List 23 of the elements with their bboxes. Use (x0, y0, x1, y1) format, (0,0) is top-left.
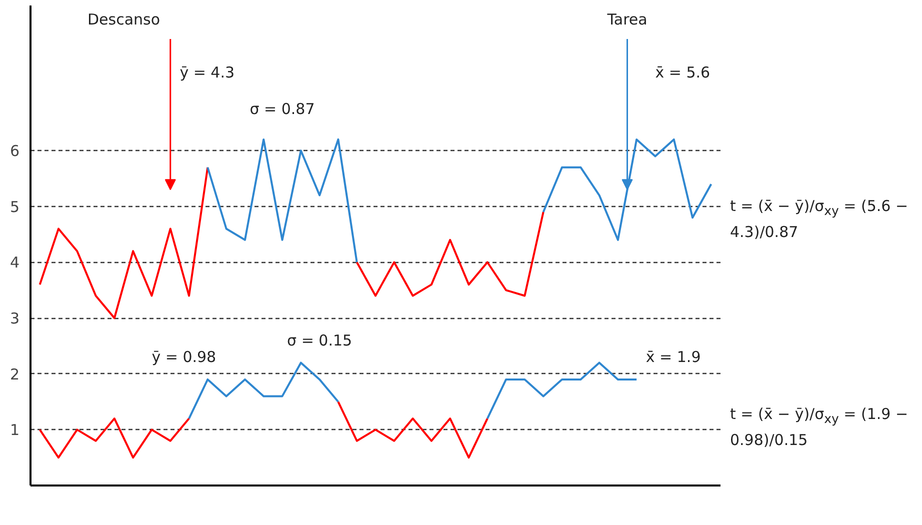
line-series (356, 211, 544, 297)
y-tick-label: 1 (10, 421, 20, 440)
annotation: ȳ = 0.98 (152, 348, 216, 366)
annotation: x̄ = 5.6 (655, 63, 710, 82)
text: t = (x̄ − ȳ)/σ$_{xy}$ = (5.6 − 4.3)/0.87 (730, 197, 908, 241)
line-series (38, 418, 190, 459)
y-tick-label: 2 (10, 365, 20, 384)
y-tick-label: 5 (10, 198, 20, 216)
line-series (188, 362, 340, 420)
annotation: Tarea (606, 10, 648, 28)
y-tick-label: 4 (10, 254, 20, 272)
annotation: ȳ = 4.3 (180, 63, 235, 82)
line-series (337, 400, 488, 459)
annotation: Descanso (87, 10, 160, 28)
line-series (486, 362, 638, 420)
y-tick-label: 3 (10, 310, 20, 328)
line-series (38, 166, 209, 320)
line-series (206, 138, 358, 264)
text: t = (x̄ − ȳ)/σ$_{xy}$ = (1.9 − 0.98)/0.15 (730, 405, 908, 449)
y-tick-label: 6 (10, 142, 20, 160)
annotation: x̄ = 1.9 (646, 348, 701, 366)
annotation: σ = 0.15 (287, 331, 352, 350)
annotation: σ = 0.87 (250, 100, 315, 118)
